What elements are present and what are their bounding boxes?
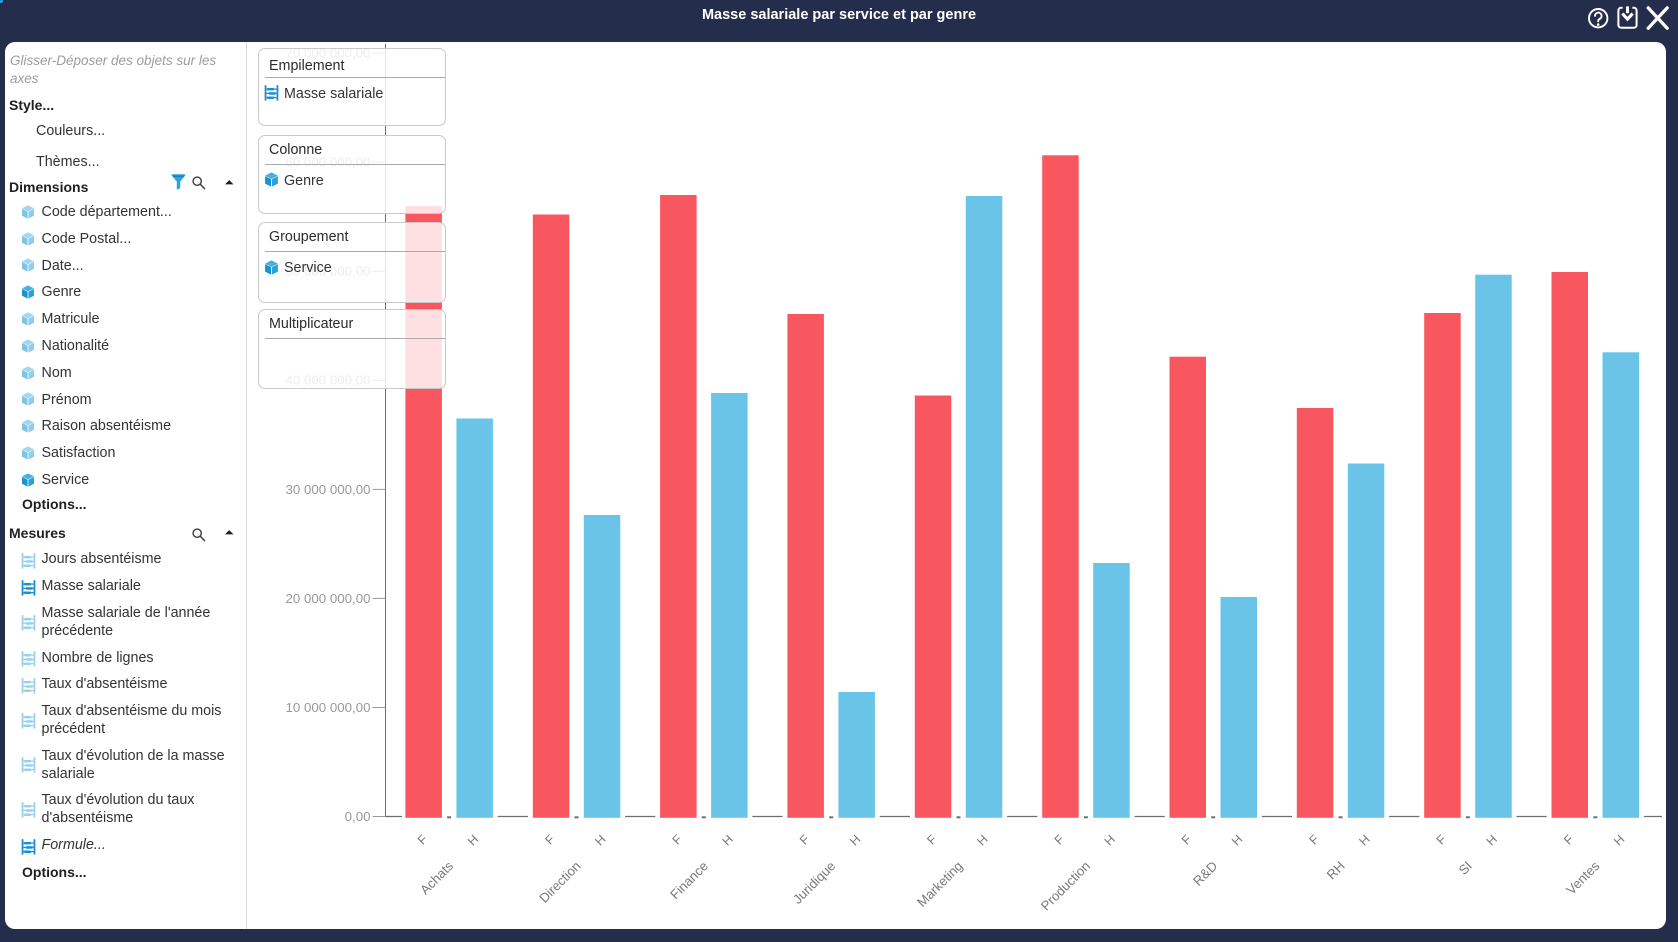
svg-text:F: F [1052,832,1068,848]
svg-text:Marketing: Marketing [914,858,966,910]
svg-text:Direction: Direction [536,858,583,905]
svg-text:H: H [1102,832,1118,848]
svg-text:H: H [720,832,736,848]
svg-text:SI: SI [1456,858,1475,877]
svg-text:Finance: Finance [667,858,711,902]
svg-text:H: H [1611,832,1627,848]
svg-text:Juridique: Juridique [790,858,838,906]
svg-text:20 000 000,00: 20 000 000,00 [285,591,370,606]
svg-text:Ventes: Ventes [1563,858,1602,897]
svg-text:10 000 000,00: 10 000 000,00 [285,700,370,715]
svg-text:F: F [415,832,431,848]
svg-text:H: H [974,832,990,848]
svg-text:F: F [797,832,813,848]
svg-text:F: F [924,832,940,848]
svg-text:F: F [1434,832,1450,848]
svg-text:H: H [1484,832,1500,848]
svg-text:RH: RH [1324,858,1348,882]
svg-text:H: H [847,832,863,848]
svg-text:Achats: Achats [417,858,456,897]
svg-text:F: F [670,832,686,848]
svg-text:H: H [1356,832,1372,848]
svg-text:0,00: 0,00 [345,809,371,824]
svg-text:R&D: R&D [1190,858,1220,888]
svg-text:H: H [1229,832,1245,848]
svg-text:Production: Production [1038,858,1093,913]
svg-text:F: F [542,832,558,848]
svg-text:30 000 000,00: 30 000 000,00 [285,482,370,497]
svg-text:H: H [592,832,608,848]
svg-text:F: F [1306,832,1322,848]
svg-text:F: F [1179,832,1195,848]
svg-text:H: H [465,832,481,848]
svg-text:F: F [1561,832,1577,848]
